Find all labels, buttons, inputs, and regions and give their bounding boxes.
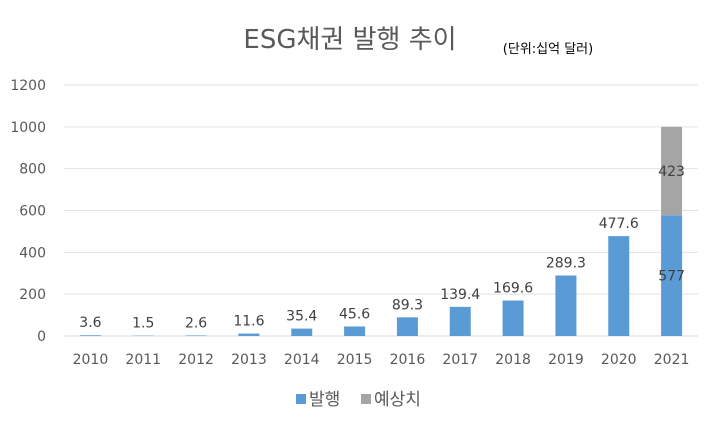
bar-issuance-2017	[449, 306, 471, 336]
y-tick-label: 200	[19, 287, 46, 303]
y-tick-label: 800	[19, 162, 46, 178]
data-label-issuance-2015: 45.6	[339, 306, 370, 322]
bar-issuance-2016	[396, 317, 418, 336]
x-tick-label: 2021	[654, 352, 690, 368]
bar-issuance-2019	[555, 275, 577, 336]
bars	[79, 126, 683, 336]
data-label-issuance-2014: 35.4	[286, 309, 317, 325]
y-tick-label: 1200	[10, 78, 46, 94]
y-tick-label: 600	[19, 204, 46, 220]
y-axis-ticks: 0 200 400 600 800 1000 1200	[10, 78, 46, 345]
x-tick-label: 2012	[178, 352, 214, 368]
x-tick-label: 2019	[548, 352, 584, 368]
bar-issuance-2012	[185, 335, 207, 336]
x-tick-label: 2013	[231, 352, 267, 368]
legend: 발행 예상치	[296, 390, 421, 410]
data-label-issuance-2021: 577	[658, 269, 685, 285]
data-label-forecast-2021: 423	[658, 164, 685, 180]
bar-issuance-2020	[608, 236, 630, 336]
gridlines	[64, 84, 698, 337]
y-tick-label: 0	[37, 329, 46, 345]
x-tick-label: 2015	[337, 352, 373, 368]
x-tick-label: 2018	[495, 352, 531, 368]
data-label-issuance-2016: 89.3	[392, 297, 423, 313]
chart-title: ESG채권 발행 추이	[243, 25, 456, 55]
data-label-issuance-2013: 11.6	[233, 314, 264, 330]
data-label-issuance-2010: 3.6	[79, 315, 101, 331]
bar-issuance-2013	[238, 333, 260, 336]
data-labels: 3.6 1.5 2.6 11.6 35.4 45.6 89.3 139.4 169.6 289.3…	[79, 164, 685, 332]
data-label-issuance-2017: 139.4	[440, 287, 480, 303]
legend-swatch-0	[296, 394, 306, 404]
y-tick-label: 1000	[10, 120, 46, 136]
x-tick-label: 2020	[601, 352, 637, 368]
legend-label-1: 예상치	[374, 390, 421, 410]
x-tick-label: 2014	[284, 352, 320, 368]
data-label-issuance-2011: 1.5	[132, 316, 154, 332]
x-tick-label: 2017	[442, 352, 478, 368]
bar-issuance-2021	[661, 215, 683, 336]
data-label-issuance-2012: 2.6	[185, 315, 207, 331]
bar-issuance-2018	[502, 300, 524, 336]
data-label-issuance-2019: 289.3	[546, 255, 586, 271]
bar-forecast-2021	[661, 126, 683, 216]
data-label-issuance-2020: 477.6	[599, 216, 639, 232]
legend-swatch-1	[361, 394, 371, 404]
bar-issuance-2014	[291, 328, 313, 336]
y-tick-label: 400	[19, 245, 46, 261]
x-tick-label: 2016	[390, 352, 426, 368]
bar-issuance-2015	[344, 326, 366, 336]
data-label-issuance-2018: 169.6	[493, 281, 533, 297]
x-axis-ticks: 2010 2011 2012 2013 2014 2015 2016 2017 2018 2019…	[73, 352, 690, 368]
x-tick-label: 2010	[73, 352, 109, 368]
bar-issuance-2010	[79, 335, 101, 336]
unit-note: (단위:십억 달러)	[503, 42, 593, 57]
legend-label-0: 발행	[309, 390, 340, 410]
x-tick-label: 2011	[125, 352, 161, 368]
